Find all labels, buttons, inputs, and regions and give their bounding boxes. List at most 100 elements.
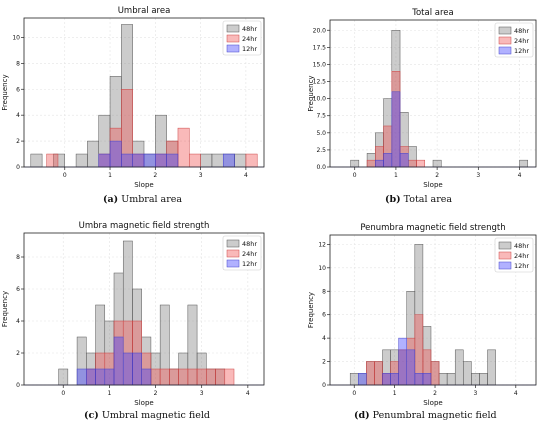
bar-48hr (471, 373, 480, 386)
legend: 48hr 24hr 12hr (494, 22, 534, 58)
x-tick-label: 2 (435, 172, 439, 179)
bar-12hr (382, 373, 391, 386)
x-tick-label: 3 (476, 172, 480, 179)
bar-48hr (432, 159, 442, 168)
x-tick-label: 0 (61, 390, 65, 397)
chart-title: Umbral area (118, 6, 171, 16)
bar-48hr (350, 159, 360, 168)
bar-48hr (454, 349, 464, 386)
bar-48hr (446, 373, 456, 386)
x-tick-label: 2 (154, 390, 158, 397)
y-tick-label: 2 (16, 350, 20, 357)
y-tick-label: 17.5 (313, 44, 327, 51)
plot-frame (329, 19, 537, 168)
legend-swatch-24hr (226, 249, 240, 258)
x-tick-label: 4 (514, 390, 518, 397)
y-tick-label: 0.0 (316, 164, 326, 171)
bar-24hr (408, 159, 417, 168)
y-tick-label: 12 (318, 241, 326, 248)
y-tick-label: 4 (16, 112, 20, 119)
y-tick-label: 10 (318, 265, 326, 272)
y-tick-label: 10 (12, 34, 20, 41)
bar-48hr (211, 153, 224, 168)
y-tick-label: 0 (16, 382, 20, 389)
y-axis-label: Frequency (307, 75, 315, 111)
x-tick-label: 0 (63, 172, 67, 179)
plot-frame (23, 17, 265, 168)
bar-24hr (366, 361, 375, 386)
x-tick-label: 3 (473, 390, 477, 397)
legend-label-12hr: 12hr (514, 47, 529, 55)
x-tick-label: 3 (200, 390, 204, 397)
legend-swatch-12hr (226, 44, 240, 53)
bar-24hr (196, 368, 207, 386)
plot-frame (329, 234, 537, 386)
bar-24hr (215, 368, 226, 386)
y-tick-label: 2 (322, 359, 326, 366)
legend-swatch-12hr (498, 46, 512, 55)
bar-24hr (150, 368, 161, 386)
bar-12hr (222, 153, 235, 168)
y-tick-label: 5.0 (316, 130, 326, 137)
bar-12hr (98, 153, 111, 168)
x-tick-label: 2 (153, 172, 157, 179)
legend-label-48hr: 48hr (514, 27, 529, 35)
bar-24hr (416, 159, 426, 168)
x-tick-label: 3 (199, 172, 203, 179)
legend-label-48hr: 48hr (514, 242, 529, 250)
chart-0: 0 1 2 3 4 0 2 4 6 8 10 Umbral area Slope Frequency 48h… (1, 6, 265, 189)
bar-24hr (177, 127, 190, 168)
y-tick-label: 8 (16, 60, 20, 67)
bar-48hr (75, 153, 88, 168)
y-tick-label: 4 (322, 335, 326, 342)
bar-12hr (132, 352, 142, 386)
y-tick-label: 2 (16, 138, 20, 145)
bar-24hr (245, 153, 258, 168)
bar-12hr (390, 373, 399, 386)
legend-swatch-12hr (226, 259, 240, 268)
legend-box (222, 235, 262, 271)
bar-12hr (76, 368, 87, 386)
legend-swatch-24hr (498, 251, 512, 260)
x-axis-label: Slope (134, 181, 153, 189)
bar-12hr (104, 368, 115, 386)
legend-label-48hr: 48hr (242, 25, 257, 33)
x-tick-label: 4 (246, 390, 250, 397)
legend-swatch-48hr (226, 239, 240, 248)
x-axis-label: Slope (423, 399, 442, 407)
bar-12hr (122, 352, 133, 386)
legend-label-48hr: 48hr (242, 240, 257, 248)
y-axis-label: Frequency (1, 291, 9, 327)
legend-label-24hr: 24hr (242, 35, 257, 43)
bar-12hr (86, 368, 96, 386)
x-axis-label: Slope (423, 181, 442, 189)
x-tick-label: 0 (352, 390, 356, 397)
caption-b: (b) Total area (385, 194, 453, 205)
bar-48hr (479, 373, 488, 386)
legend: 48hr 24hr 12hr (494, 237, 534, 273)
bar-48hr (487, 349, 496, 386)
bar-24hr (224, 368, 235, 386)
legend-label-24hr: 24hr (514, 252, 529, 260)
legend-box (494, 237, 534, 273)
bar-12hr (399, 153, 409, 168)
legend-swatch-48hr (498, 26, 512, 35)
y-tick-label: 4 (16, 318, 20, 325)
bar-24hr (430, 361, 440, 386)
x-tick-label: 2 (433, 390, 437, 397)
y-tick-label: 10.0 (313, 96, 327, 103)
x-tick-label: 4 (518, 172, 522, 179)
bar-24hr (366, 159, 376, 168)
x-tick-label: 1 (107, 390, 111, 397)
bar-12hr (109, 140, 122, 168)
legend-label-12hr: 12hr (242, 260, 257, 268)
bar-24hr (206, 368, 216, 386)
bar-48hr (234, 153, 247, 168)
bar-12hr (358, 373, 367, 386)
bar-24hr (46, 153, 59, 168)
bar-12hr (406, 349, 416, 386)
bar-48hr (87, 140, 99, 168)
caption-c: (c) Umbral magnetic field (84, 410, 210, 421)
legend-label-24hr: 24hr (242, 250, 257, 258)
